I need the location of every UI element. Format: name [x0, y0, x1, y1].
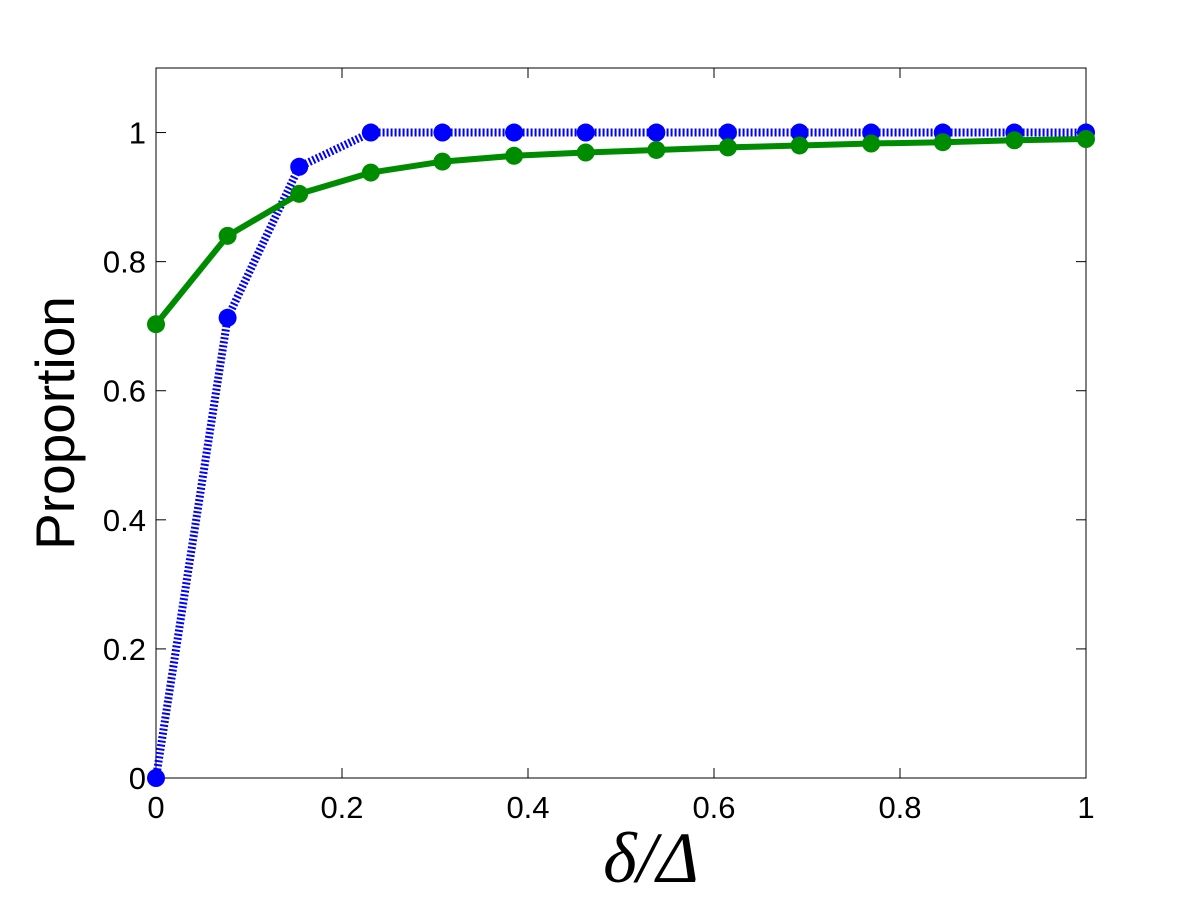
marker: [361, 163, 380, 182]
x-tick-label: 0.6: [692, 790, 735, 825]
marker: [505, 123, 524, 142]
x-axis-label: δ/Δ: [603, 818, 699, 898]
marker: [147, 315, 165, 334]
marker: [718, 123, 737, 142]
marker: [361, 123, 380, 142]
marker: [218, 308, 237, 327]
marker: [862, 134, 881, 153]
x-tick-label: 0.4: [506, 790, 549, 825]
marker: [1077, 130, 1095, 148]
series-line: [152, 128, 1086, 779]
marker: [147, 769, 165, 787]
y-tick-label: 0.8: [103, 245, 146, 280]
x-tick-label: 0.2: [320, 790, 363, 825]
marker: [218, 226, 237, 245]
x-tick-label: 0: [147, 790, 164, 825]
marker: [505, 146, 524, 165]
marker: [290, 184, 309, 203]
marker: [647, 140, 666, 159]
y-tick-label: 1: [129, 116, 146, 151]
marker: [433, 123, 452, 142]
marker: [576, 143, 595, 162]
marker: [290, 157, 309, 176]
y-tick-label: 0.6: [103, 374, 146, 409]
y-tick-label: 0: [129, 761, 146, 796]
x-tick-label: 1: [1077, 790, 1094, 825]
plot-area: [155, 67, 1087, 779]
marker: [647, 123, 666, 142]
y-tick-label: 0.4: [103, 503, 146, 538]
marker: [433, 152, 452, 171]
marker: [718, 138, 737, 157]
marker: [790, 136, 809, 155]
marker: [933, 133, 952, 152]
series-line: [153, 136, 1087, 327]
marker: [576, 123, 595, 142]
marker: [790, 123, 809, 142]
y-tick-label: 0.2: [103, 632, 146, 667]
x-tick-label: 0.8: [878, 790, 921, 825]
y-axis-label: Proportion: [24, 296, 86, 550]
marker: [1005, 131, 1024, 150]
